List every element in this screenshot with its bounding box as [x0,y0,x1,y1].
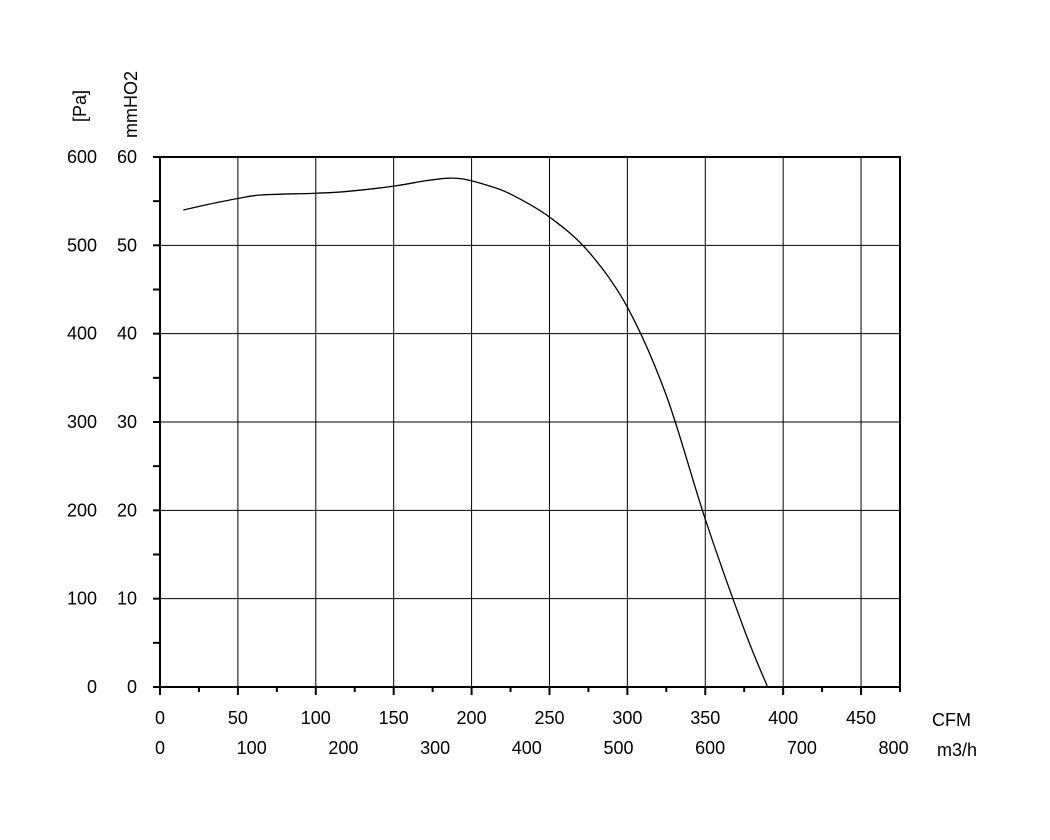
x-tick-label-cfm: 200 [457,708,487,728]
y-tick-label-pa: 400 [67,324,97,344]
axis-titles: CFM m3/h [Pa] mmHO2 [70,71,977,760]
y-tick-label-mmh2o: 50 [117,235,137,255]
x-tick-label-m3h: 200 [328,738,358,758]
x-tick-label-cfm: 250 [534,708,564,728]
x-tick-label-cfm: 300 [612,708,642,728]
x-tick-label-m3h: 400 [512,738,542,758]
y-tick-label-pa: 600 [67,147,97,167]
x-tick-label-cfm: 350 [690,708,720,728]
x-axis-title-cfm: CFM [932,710,971,730]
y-tick-label-mmh2o: 30 [117,412,137,432]
y-tick-label-mmh2o: 60 [117,147,137,167]
x-tick-label-m3h: 800 [879,738,909,758]
x-tick-label-cfm: 450 [846,708,876,728]
x-tick-label-cfm: 0 [155,708,165,728]
y-tick-label-pa: 200 [67,500,97,520]
y-tick-label-pa: 0 [87,677,97,697]
axis-ticks [153,156,901,695]
grid [160,157,900,687]
y-tick-label-pa: 100 [67,589,97,609]
y-axis-title-pa: [Pa] [70,90,90,122]
series [183,177,769,688]
x-tick-label-m3h: 500 [603,738,633,758]
y-tick-label-pa: 500 [67,235,97,255]
y-tick-label-mmh2o: 0 [127,677,137,697]
x-tick-label-cfm: 100 [301,708,331,728]
series-line-0 [183,177,769,688]
x-tick-label-cfm: 150 [379,708,409,728]
x-tick-label-cfm: 400 [768,708,798,728]
x-tick-label-m3h: 100 [237,738,267,758]
x-tick-label-m3h: 0 [155,738,165,758]
y-tick-label-pa: 300 [67,412,97,432]
y-tick-label-mmh2o: 10 [117,589,137,609]
x-tick-label-m3h: 300 [420,738,450,758]
y-tick-label-mmh2o: 20 [117,500,137,520]
y-tick-label-mmh2o: 40 [117,324,137,344]
x-tick-label-m3h: 600 [695,738,725,758]
y-axis-title-mmh2o: mmHO2 [121,71,141,138]
x-axis-title-m3h: m3/h [937,740,977,760]
x-tick-label-cfm: 50 [228,708,248,728]
x-tick-label-m3h: 700 [787,738,817,758]
